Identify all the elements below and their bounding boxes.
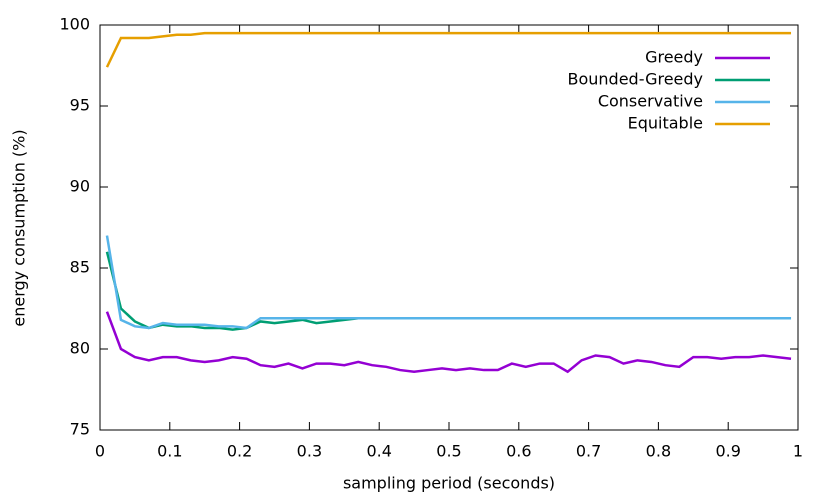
series-line — [105, 31, 792, 68]
x-tick-label: 0 — [95, 442, 105, 461]
legend-label: Greedy — [645, 48, 703, 67]
x-tick-label: 0.5 — [436, 442, 461, 461]
y-tick-label: 100 — [59, 15, 90, 34]
x-tick-label: 0.6 — [506, 442, 531, 461]
x-tick-label: 0.1 — [157, 442, 182, 461]
x-tick-label: 0.8 — [646, 442, 671, 461]
legend-label: Conservative — [598, 92, 703, 111]
x-axis-label: sampling period (seconds) — [343, 474, 555, 493]
y-axis-label: energy consumption (%) — [10, 129, 29, 326]
y-tick-label: 90 — [70, 177, 90, 196]
x-tick-label: 0.3 — [297, 442, 322, 461]
legend-label: Equitable — [628, 114, 703, 133]
y-tick-label: 75 — [70, 420, 90, 439]
legend-label: Bounded-Greedy — [568, 70, 704, 89]
y-tick-label: 95 — [70, 96, 90, 115]
x-tick-label: 0.7 — [576, 442, 601, 461]
x-tick-label: 0.4 — [366, 442, 391, 461]
y-tick-label: 80 — [70, 339, 90, 358]
plot-frame — [99, 24, 799, 431]
series-line — [105, 311, 792, 374]
y-tick-label: 85 — [70, 258, 90, 277]
x-tick-label: 1 — [793, 442, 803, 461]
x-tick-label: 0.2 — [227, 442, 252, 461]
x-tick-label: 0.9 — [715, 442, 740, 461]
series-line — [105, 235, 792, 330]
